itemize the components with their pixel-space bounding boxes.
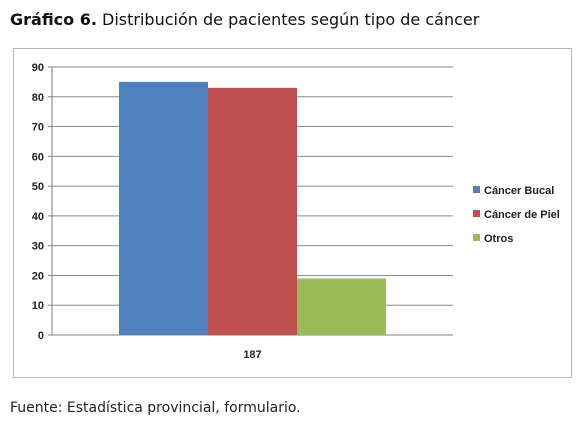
bar (297, 278, 386, 335)
y-tick-label: 90 (32, 62, 44, 74)
bar (119, 81, 208, 335)
y-tick-label: 10 (32, 300, 44, 312)
legend-label: Cáncer Bucal (484, 185, 554, 197)
source-note: Fuente: Estadística provincial, formular… (10, 400, 301, 416)
y-tick-label: 0 (38, 330, 44, 342)
legend-swatch (473, 210, 480, 217)
chart-frame (13, 48, 572, 378)
chart-title-rest: Distribución de pacientes según tipo de … (102, 10, 480, 29)
chart-title-lead: Gráfico 6. (10, 10, 97, 29)
y-tick-label: 70 (32, 122, 44, 134)
y-tick-label: 80 (32, 92, 44, 104)
legend-label: Cáncer de Piel (484, 209, 560, 221)
y-tick-label: 60 (32, 151, 44, 163)
x-tick-label: 187 (243, 349, 261, 361)
legend-swatch (473, 186, 480, 193)
bar (208, 87, 297, 335)
legend-swatch (473, 234, 480, 241)
y-tick-label: 50 (32, 181, 44, 193)
y-tick-label: 30 (32, 241, 44, 253)
y-tick-label: 20 (32, 270, 44, 282)
chart-title: Gráfico 6. Distribución de pacientes seg… (10, 10, 479, 29)
legend-label: Otros (484, 233, 513, 245)
y-tick-label: 40 (32, 211, 44, 223)
